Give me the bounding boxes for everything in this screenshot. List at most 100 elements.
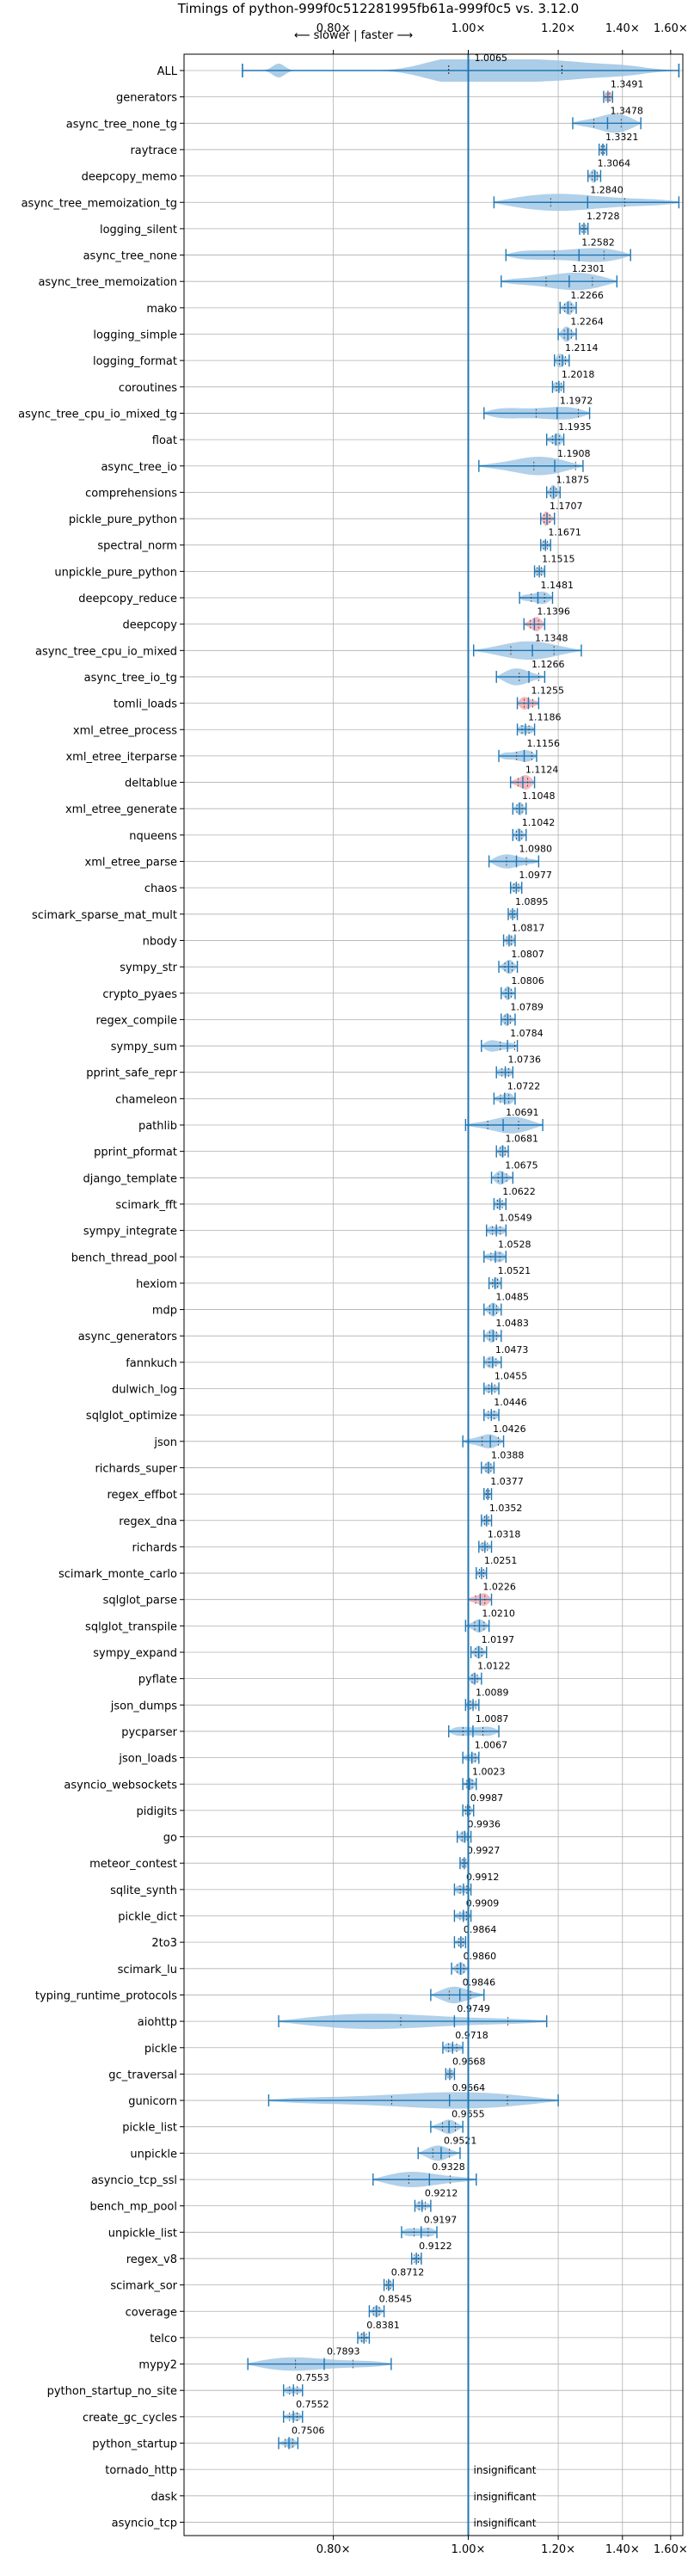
value-label: 1.0087 bbox=[476, 1713, 509, 1725]
value-label: 1.0691 bbox=[506, 1107, 539, 1118]
benchmark-regex_dna: 1.0352 bbox=[481, 1503, 522, 1527]
x-tick-label-top: 1.00× bbox=[452, 22, 486, 35]
y-tick-label: tornado_http bbox=[105, 2464, 177, 2477]
benchmark-async_tree_none: 1.2582 bbox=[505, 237, 631, 262]
benchmark-pickle_pure_python: 1.1707 bbox=[540, 501, 583, 526]
benchmark-ALL: 1.0065 bbox=[242, 52, 680, 82]
benchmark-comprehensions: 1.1875 bbox=[545, 474, 589, 500]
value-label: 1.0065 bbox=[475, 52, 508, 64]
benchmark-coroutines: 1.2018 bbox=[551, 369, 594, 393]
y-tick-label: pickle_dict bbox=[118, 1911, 177, 1924]
y-tick-label: xml_etree_process bbox=[73, 724, 177, 737]
benchmark-logging_silent: 1.2728 bbox=[579, 211, 620, 235]
benchmark-sqlglot_parse: 1.0226 bbox=[467, 1582, 516, 1607]
value-label: 0.9749 bbox=[457, 2003, 490, 2014]
benchmark-nbody: 1.0817 bbox=[502, 922, 544, 947]
axis-layer: 0.80× 0.80× 1.00× 1.00× 1.20× 1.20× 1.40× 1.40×… bbox=[18, 22, 688, 2556]
benchmark-float: 1.1935 bbox=[545, 421, 592, 446]
benchmark-async_tree_cpu_io_mixed: 1.1348 bbox=[473, 632, 582, 660]
y-tick-label: unpickle bbox=[130, 2148, 177, 2161]
value-label: 0.8712 bbox=[391, 2267, 425, 2278]
value-label: 1.0807 bbox=[511, 949, 544, 960]
value-label: 0.7552 bbox=[296, 2399, 329, 2410]
benchmark-python_startup: 0.7506 bbox=[278, 2425, 325, 2450]
y-tick-label: meteor_contest bbox=[89, 1858, 177, 1871]
benchmark-xml_etree_process: 1.1186 bbox=[516, 711, 562, 736]
y-tick-label: 2to3 bbox=[151, 1937, 177, 1950]
benchmark-meteor_contest: 0.9927 bbox=[459, 1845, 500, 1870]
benchmark-async_tree_memoization_tg: 1.2840 bbox=[493, 184, 680, 212]
y-tick-label: spectral_norm bbox=[97, 540, 177, 553]
value-label: 1.0806 bbox=[511, 975, 544, 987]
value-label: 1.0426 bbox=[493, 1423, 526, 1435]
value-label: 1.0483 bbox=[495, 1318, 529, 1329]
value-label: 1.0210 bbox=[482, 1608, 515, 1619]
y-tick-label: scimark_monte_carlo bbox=[58, 1568, 177, 1581]
y-tick-label: dask bbox=[150, 2491, 177, 2504]
value-label: 0.9846 bbox=[463, 1977, 496, 1988]
value-label: 1.0226 bbox=[482, 1582, 516, 1593]
y-tick-label: pathlib bbox=[138, 1120, 177, 1133]
value-label: 1.2728 bbox=[587, 211, 620, 222]
benchmark-pathlib: 1.0691 bbox=[464, 1107, 544, 1134]
direction-annotation: ⟵ slower | faster ⟶ bbox=[294, 29, 413, 42]
value-label: 1.1186 bbox=[528, 711, 562, 722]
y-tick-label: django_template bbox=[83, 1172, 177, 1185]
y-tick-label: go bbox=[163, 1832, 177, 1845]
value-label: 1.2266 bbox=[570, 290, 604, 301]
y-tick-label: logging_silent bbox=[100, 224, 177, 237]
y-tick-label: gc_traversal bbox=[108, 2069, 177, 2081]
y-tick-label: xml_etree_iterparse bbox=[65, 751, 177, 764]
benchmark-2to3: 0.9864 bbox=[453, 1924, 497, 1949]
benchmark-pprint_pformat: 1.0681 bbox=[495, 1134, 538, 1158]
y-tick-label: async_tree_memoization_tg bbox=[22, 197, 177, 210]
y-tick-label: pidigits bbox=[137, 1805, 178, 1818]
value-label: 1.0980 bbox=[519, 844, 553, 855]
y-tick-label: python_startup_no_site bbox=[47, 2385, 177, 2398]
benchmark-json_loads: 1.0067 bbox=[462, 1740, 507, 1764]
x-tick-label-bottom: 1.20× bbox=[541, 2543, 575, 2556]
y-tick-label: dulwich_log bbox=[112, 1384, 177, 1397]
y-tick-label: typing_runtime_protocols bbox=[35, 1989, 177, 2002]
benchmark-regex_compile: 1.0789 bbox=[501, 1001, 544, 1026]
value-label: 1.0736 bbox=[508, 1054, 542, 1066]
value-label: 1.0197 bbox=[482, 1634, 515, 1645]
benchmark-asyncio_tcp_ssl: 0.9328 bbox=[372, 2161, 477, 2187]
value-label: 1.0784 bbox=[510, 1028, 544, 1039]
y-tick-label: hexiom bbox=[136, 1278, 177, 1291]
y-tick-label: regex_v8 bbox=[126, 2253, 177, 2266]
benchmark-scimark_sor: 0.8712 bbox=[383, 2267, 425, 2291]
x-tick-label-bottom: 0.80× bbox=[316, 2543, 351, 2556]
benchmark-async_tree_io_tg: 1.1266 bbox=[495, 659, 565, 685]
y-tick-label: telco bbox=[150, 2333, 177, 2345]
value-label: 0.9912 bbox=[466, 1872, 500, 1883]
value-label: 1.0675 bbox=[505, 1159, 538, 1171]
value-label: 1.0089 bbox=[476, 1687, 509, 1698]
benchmark-richards: 1.0318 bbox=[478, 1528, 521, 1553]
plot-frame bbox=[183, 53, 684, 2536]
value-label: 1.0473 bbox=[495, 1344, 529, 1356]
benchmark-bench_mp_pool: 0.9212 bbox=[414, 2188, 458, 2212]
y-tick-label: sympy_expand bbox=[93, 1647, 177, 1660]
y-tick-label: deepcopy_memo bbox=[82, 171, 177, 184]
value-label: 1.1266 bbox=[531, 659, 565, 670]
benchmark-unpickle_list: 0.9197 bbox=[401, 2214, 457, 2239]
value-label: 1.0023 bbox=[472, 1766, 506, 1777]
value-label: 0.9860 bbox=[464, 1951, 497, 1962]
benchmark-create_gc_cycles: 0.7552 bbox=[283, 2399, 329, 2423]
y-tick-label: regex_dna bbox=[119, 1515, 177, 1528]
value-label: 0.9987 bbox=[470, 1792, 504, 1804]
y-tick-label: mypy2 bbox=[138, 2359, 177, 2372]
value-label: 1.1908 bbox=[557, 448, 591, 459]
y-tick-label: logging_format bbox=[93, 355, 177, 368]
value-label: 1.3064 bbox=[598, 158, 631, 169]
value-label: 0.9122 bbox=[419, 2241, 452, 2252]
benchmark-mdp: 1.0485 bbox=[483, 1292, 529, 1317]
value-label: 1.0377 bbox=[490, 1476, 524, 1487]
benchmark-sympy_str: 1.0807 bbox=[498, 949, 544, 974]
value-label: 1.1935 bbox=[558, 421, 592, 433]
value-label: 1.0318 bbox=[488, 1528, 521, 1540]
y-tick-label: ALL bbox=[157, 65, 178, 78]
value-label: 0.9864 bbox=[464, 1924, 497, 1935]
